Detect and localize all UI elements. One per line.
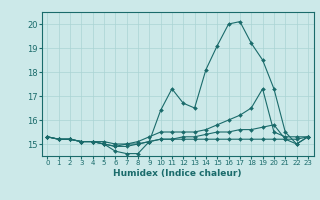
X-axis label: Humidex (Indice chaleur): Humidex (Indice chaleur) (113, 169, 242, 178)
